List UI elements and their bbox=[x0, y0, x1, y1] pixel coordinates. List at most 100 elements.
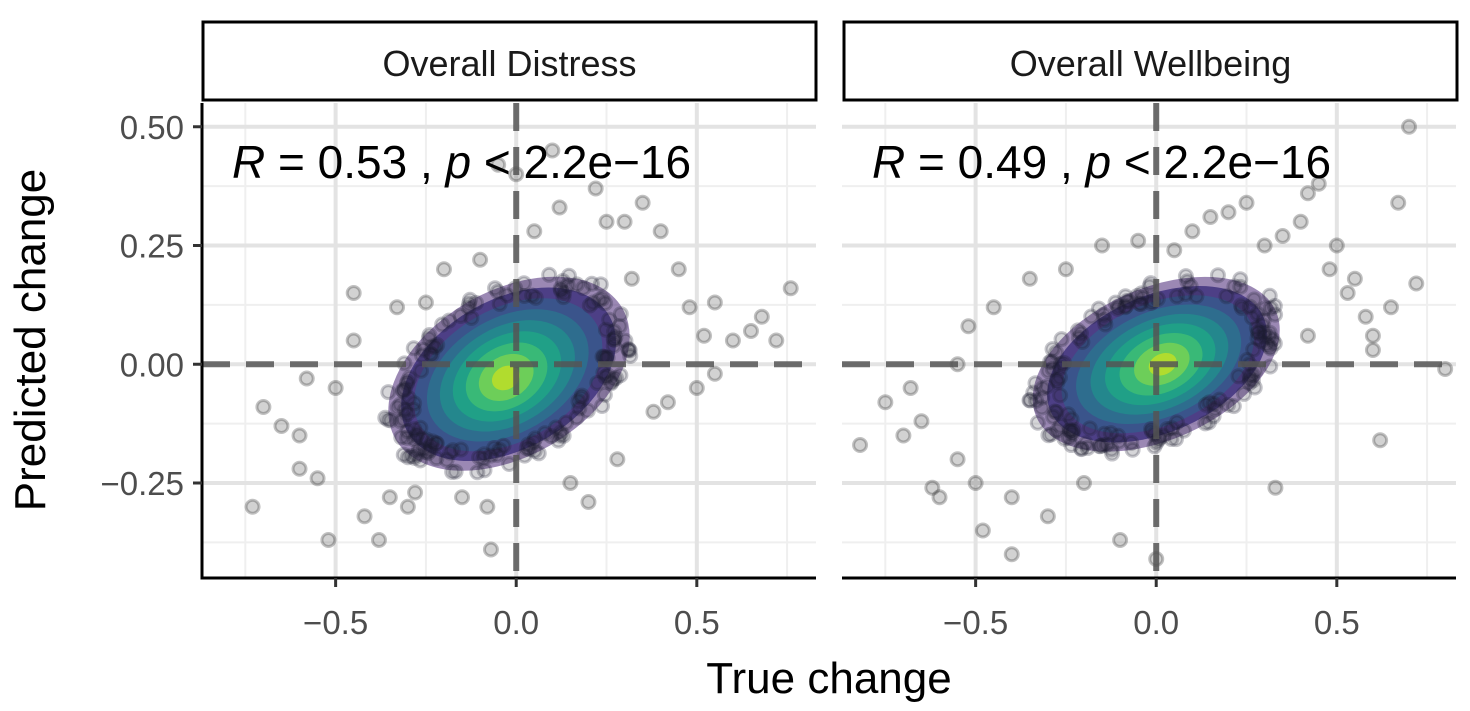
data-point bbox=[406, 431, 423, 448]
r-value: = 0.49 , bbox=[918, 136, 1073, 188]
data-point bbox=[1003, 546, 1020, 563]
data-point bbox=[412, 452, 429, 469]
data-point bbox=[913, 413, 930, 430]
data-point bbox=[571, 400, 588, 417]
data-point bbox=[418, 431, 435, 448]
data-point bbox=[1077, 435, 1094, 452]
strip-background bbox=[201, 20, 818, 102]
data-point bbox=[543, 428, 560, 445]
data-point bbox=[1062, 422, 1079, 439]
data-point bbox=[424, 433, 441, 450]
data-point bbox=[490, 156, 507, 173]
data-point bbox=[1245, 341, 1262, 358]
x-tick-label: −0.5 bbox=[943, 604, 1008, 641]
data-point bbox=[1048, 344, 1065, 361]
density-contours bbox=[388, 276, 630, 471]
reference-lines bbox=[842, 103, 1456, 578]
data-point bbox=[320, 532, 337, 548]
data-point bbox=[392, 413, 409, 430]
data-point bbox=[468, 294, 485, 311]
data-point bbox=[753, 308, 770, 325]
data-point bbox=[327, 380, 344, 396]
data-point bbox=[1040, 362, 1057, 379]
data-point bbox=[1061, 422, 1078, 439]
data-point bbox=[487, 280, 504, 297]
data-point bbox=[1168, 414, 1185, 431]
data-point bbox=[1262, 300, 1279, 317]
data-point bbox=[688, 380, 705, 396]
data-point bbox=[1049, 374, 1066, 391]
data-point bbox=[399, 373, 416, 390]
data-point bbox=[444, 463, 461, 480]
data-point bbox=[395, 383, 412, 400]
data-point bbox=[1083, 308, 1100, 325]
data-point bbox=[1052, 387, 1069, 404]
data-point bbox=[1053, 331, 1070, 348]
data-point bbox=[552, 424, 569, 441]
panel-overall-wellbeing: Overall Wellbeing R = 0.49 , p < 2.2e−16… bbox=[842, 20, 1459, 641]
data-point bbox=[1226, 278, 1243, 295]
data-point bbox=[603, 373, 620, 390]
data-point bbox=[1238, 194, 1255, 211]
data-point bbox=[1028, 392, 1045, 409]
data-point bbox=[396, 380, 413, 397]
data-point bbox=[405, 401, 422, 418]
data-point bbox=[1241, 298, 1258, 315]
y-tick-labels: −0.25 0.00 0.25 0.50 bbox=[101, 109, 202, 502]
axes: −0.5 0.0 0.5 bbox=[200, 103, 816, 641]
data-point bbox=[607, 329, 624, 346]
data-point bbox=[486, 439, 503, 456]
data-point bbox=[454, 489, 471, 506]
data-point bbox=[441, 312, 458, 329]
data-point bbox=[1119, 293, 1136, 310]
data-point bbox=[1175, 422, 1192, 439]
data-point bbox=[370, 532, 387, 548]
data-point bbox=[1046, 403, 1063, 420]
data-point bbox=[298, 370, 315, 387]
data-point bbox=[558, 414, 575, 431]
data-point bbox=[394, 382, 411, 399]
data-point bbox=[452, 441, 469, 458]
data-point bbox=[1299, 185, 1316, 202]
data-point bbox=[399, 449, 416, 466]
data-point bbox=[1364, 327, 1381, 344]
data-point bbox=[605, 323, 622, 340]
data-point bbox=[444, 442, 461, 459]
data-point bbox=[405, 340, 422, 357]
data-point bbox=[1232, 271, 1249, 288]
data-point bbox=[397, 401, 414, 418]
data-point bbox=[1201, 394, 1218, 411]
data-point bbox=[428, 435, 445, 452]
data-points bbox=[244, 142, 799, 558]
data-point bbox=[471, 449, 488, 466]
data-point bbox=[1241, 374, 1258, 391]
data-point bbox=[1249, 330, 1266, 347]
data-point bbox=[1104, 445, 1121, 462]
data-point bbox=[1075, 475, 1092, 491]
data-point bbox=[1102, 425, 1119, 442]
data-point bbox=[1249, 305, 1266, 322]
data-point bbox=[476, 446, 493, 463]
data-point bbox=[594, 397, 611, 414]
data-point bbox=[552, 282, 569, 299]
reference-lines bbox=[202, 103, 816, 578]
data-point bbox=[421, 326, 438, 343]
x-tick-label: 0.5 bbox=[674, 604, 720, 641]
data-point bbox=[460, 299, 477, 316]
data-point bbox=[556, 284, 573, 301]
data-point bbox=[447, 463, 464, 480]
x-axis-title: True change bbox=[706, 654, 951, 703]
data-point bbox=[1039, 508, 1056, 525]
data-point bbox=[381, 489, 398, 506]
data-point bbox=[1163, 431, 1180, 448]
data-point bbox=[1205, 395, 1222, 412]
data-point bbox=[461, 295, 478, 312]
data-point bbox=[541, 266, 558, 283]
data-point bbox=[422, 345, 439, 362]
data-point bbox=[1218, 288, 1235, 305]
data-point bbox=[1056, 430, 1073, 447]
data-point bbox=[607, 370, 624, 387]
data-point bbox=[1220, 396, 1237, 413]
data-point bbox=[399, 429, 416, 446]
data-point bbox=[1098, 436, 1115, 453]
